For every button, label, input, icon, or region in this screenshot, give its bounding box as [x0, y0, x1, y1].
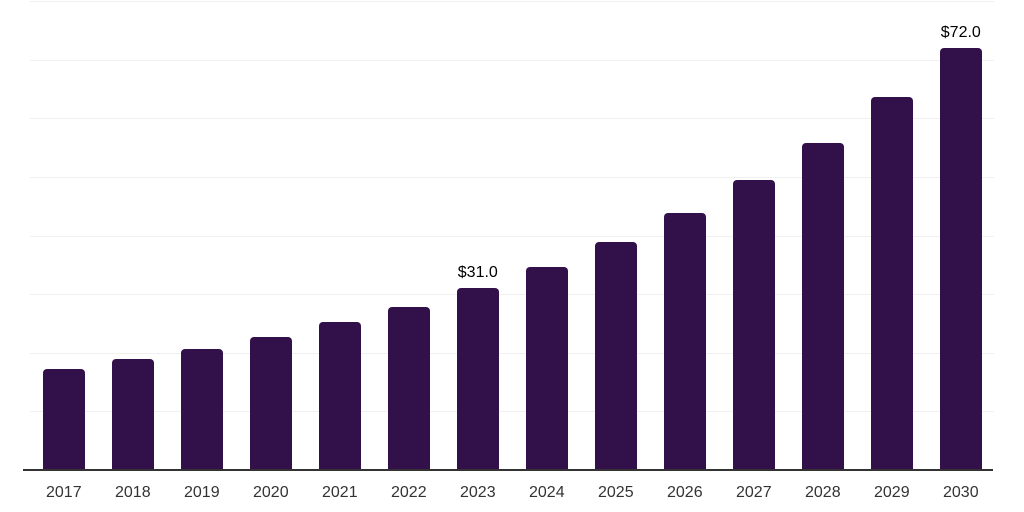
- bar-2028: [801, 142, 844, 470]
- x-tick-2027: 2027: [736, 484, 772, 501]
- value-label-2023: $31.0: [457, 264, 498, 282]
- bar-2030: [939, 47, 982, 470]
- gridline: [30, 59, 994, 61]
- bar-2021: [318, 322, 361, 470]
- gridline: [30, 118, 994, 120]
- bar-2026: [663, 213, 706, 470]
- bar-2018: [111, 358, 154, 470]
- x-tick-2023: 2023: [460, 484, 496, 501]
- gridline: [30, 411, 994, 413]
- x-tick-2019: 2019: [184, 484, 220, 501]
- gridline: [30, 1, 994, 2]
- gridline: [30, 235, 994, 237]
- value-label-2030: $72.0: [940, 23, 981, 41]
- bar-2029: [870, 97, 913, 470]
- x-tick-2029: 2029: [874, 484, 910, 501]
- bar-2022: [387, 307, 430, 470]
- x-tick-2028: 2028: [805, 484, 841, 501]
- bar-2020: [249, 336, 292, 470]
- x-tick-2021: 2021: [322, 484, 358, 501]
- x-tick-2022: 2022: [391, 484, 427, 501]
- x-tick-2025: 2025: [598, 484, 634, 501]
- x-tick-2020: 2020: [253, 484, 289, 501]
- x-tick-2017: 2017: [46, 484, 82, 501]
- x-tick-2024: 2024: [529, 484, 565, 501]
- bar-2027: [732, 180, 775, 470]
- gridline: [30, 294, 994, 296]
- bar-2024: [525, 267, 568, 470]
- bar-2017: [42, 369, 85, 470]
- x-tick-2026: 2026: [667, 484, 703, 501]
- gridline: [30, 176, 994, 178]
- x-tick-2018: 2018: [115, 484, 151, 501]
- bar-2023: [456, 288, 499, 470]
- bar-2025: [594, 241, 637, 470]
- x-axis-line: [23, 469, 993, 471]
- x-tick-2030: 2030: [943, 484, 979, 501]
- gridline: [30, 352, 994, 354]
- bar-2019: [180, 348, 223, 470]
